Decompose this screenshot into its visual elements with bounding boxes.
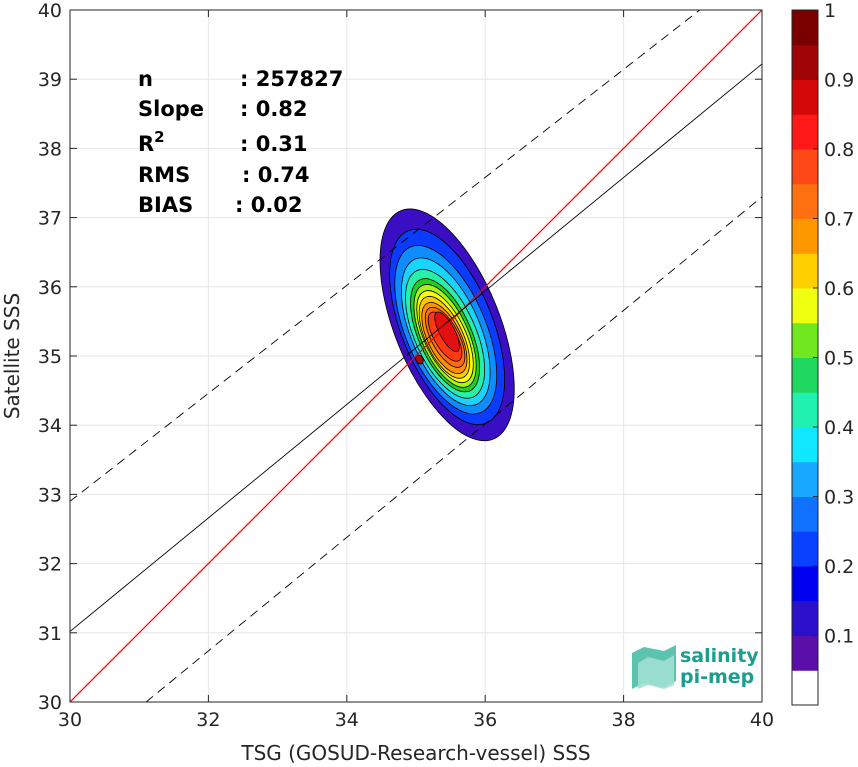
colorbar-segment xyxy=(792,79,818,115)
stat-value: : 257827 xyxy=(240,67,343,91)
stat-label: R2 xyxy=(138,128,165,156)
logo-line1: salinity xyxy=(680,645,759,667)
colorbar: 0.1 0.2 0.3 0.4 0.5 0.6 0.7 0.8 0.9 1 xyxy=(791,0,854,706)
y-tick-label: 37 xyxy=(38,208,62,230)
y-axis-ticks: 30 31 32 33 34 35 36 37 38 39 40 xyxy=(38,0,762,714)
colorbar-segment xyxy=(792,288,818,324)
colorbar-tick-label: 1 xyxy=(824,0,836,22)
stat-label: RMS xyxy=(138,163,190,187)
colorbar-tick-label: 0.2 xyxy=(824,556,854,578)
colorbar-segment xyxy=(792,566,818,602)
x-tick-label: 30 xyxy=(58,709,82,731)
colorbar-segment xyxy=(792,461,818,497)
colorbar-segment xyxy=(792,427,818,463)
colorbar-segment xyxy=(792,149,818,185)
colorbar-segment xyxy=(792,183,818,219)
y-tick-label: 35 xyxy=(38,346,62,368)
colorbar-segment xyxy=(792,600,818,636)
colorbar-segment xyxy=(792,635,818,671)
colorbar-segment xyxy=(792,10,818,46)
stat-label: n xyxy=(138,67,153,91)
colorbar-tick-label: 0.5 xyxy=(824,348,854,370)
logo-line2: pi-mep xyxy=(680,666,754,688)
x-tick-label: 40 xyxy=(750,709,774,731)
statistics-panel: n : 257827 Slope : 0.82 R2 : 0.31 RMS : 0.74 BIA… xyxy=(138,67,343,217)
stat-label: Slope xyxy=(138,97,204,121)
reference-lines xyxy=(70,10,762,702)
colorbar-tick-label: 0.8 xyxy=(824,139,854,161)
colorbar-tick-label: 0.4 xyxy=(824,417,854,439)
y-tick-label: 30 xyxy=(38,692,62,714)
colorbar-segment xyxy=(792,218,818,254)
colorbar-segment xyxy=(792,531,818,567)
colorbar-segment xyxy=(792,392,818,428)
upper-bound-line xyxy=(70,10,700,502)
stat-label: BIAS xyxy=(138,193,193,217)
lower-bound-line xyxy=(145,196,762,702)
stat-label-superscript: 2 xyxy=(154,128,164,146)
stat-value: : 0.31 xyxy=(240,132,308,156)
colorbar-tick-label: 0.3 xyxy=(824,487,854,509)
y-tick-label: 32 xyxy=(38,554,62,576)
x-axis-title: TSG (GOSUD-Research-vessel) SSS xyxy=(240,741,590,765)
stat-value: : 0.82 xyxy=(240,97,308,121)
stat-value: : 0.02 xyxy=(235,193,303,217)
y-tick-label: 31 xyxy=(38,623,62,645)
y-tick-label: 38 xyxy=(38,138,62,160)
colorbar-segment xyxy=(792,496,818,532)
y-tick-label: 40 xyxy=(38,0,62,22)
x-axis-ticks: 30 32 34 36 38 40 xyxy=(58,10,774,731)
colorbar-segment xyxy=(792,357,818,393)
x-tick-label: 34 xyxy=(335,709,359,731)
x-tick-label: 36 xyxy=(473,709,497,731)
colorbar-tick-label: 0.1 xyxy=(824,626,854,648)
y-tick-label: 34 xyxy=(38,415,62,437)
colorbar-segment xyxy=(792,114,818,150)
one-to-one-line xyxy=(70,10,762,702)
colorbar-segment xyxy=(792,253,818,289)
x-tick-label: 32 xyxy=(196,709,220,731)
colorbar-tick-label: 0.6 xyxy=(824,278,854,300)
x-tick-label: 38 xyxy=(612,709,636,731)
y-tick-label: 39 xyxy=(38,69,62,91)
colorbar-segment xyxy=(792,670,818,706)
y-tick-label: 33 xyxy=(38,484,62,506)
salinity-pi-mep-logo: salinity pi-mep xyxy=(632,645,759,689)
colorbar-tick-label: 0.9 xyxy=(824,70,854,92)
stat-value: : 0.74 xyxy=(242,163,310,187)
y-axis-title: Satellite SSS xyxy=(0,293,24,419)
regression-line xyxy=(70,63,762,632)
y-tick-label: 36 xyxy=(38,277,62,299)
logo-wave-icon-front xyxy=(638,655,674,689)
colorbar-tick-label: 0.7 xyxy=(824,209,854,231)
density-contour-level-12 xyxy=(434,311,460,353)
colorbar-segment xyxy=(792,44,818,80)
colorbar-segment xyxy=(792,322,818,358)
